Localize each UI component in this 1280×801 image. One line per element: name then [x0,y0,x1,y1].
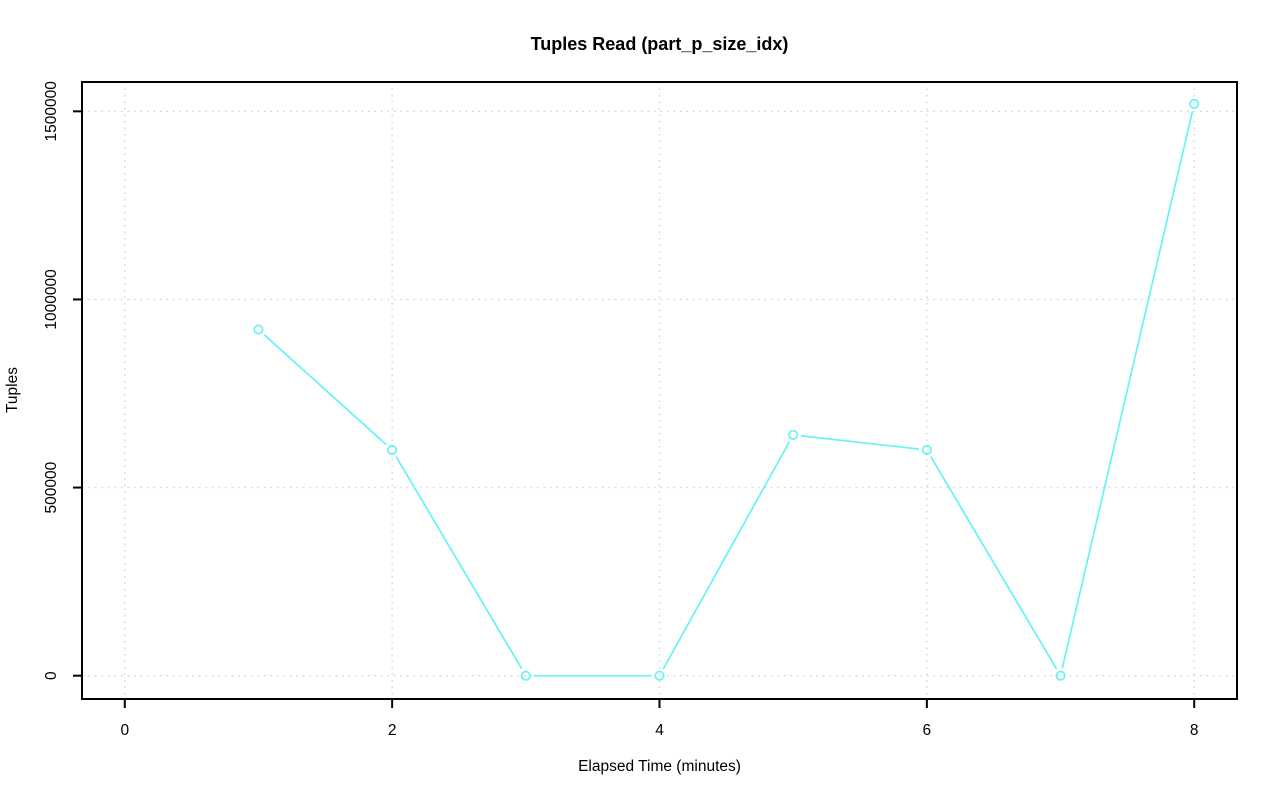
series-segment [662,441,790,670]
data-point [387,444,398,455]
data-point [1055,670,1066,681]
data-point [921,444,932,455]
data-point [788,429,799,440]
data-point [253,324,264,335]
x-axis-label: Elapsed Time (minutes) [578,758,741,775]
series-segment [263,334,387,446]
plot-box [81,81,1238,700]
series-segment [1061,111,1194,669]
chart-title: Tuples Read (part_p_size_idx) [530,34,789,54]
y-tick-label: 500000 [43,461,60,513]
y-tick-label: 1500000 [43,81,60,142]
series-segment [395,456,523,670]
x-tick-label: 6 [923,722,932,739]
data-point [1189,98,1200,109]
x-tick-label: 4 [655,722,664,739]
y-tick-label: 0 [43,671,60,680]
data-point [654,670,665,681]
data-point [520,670,531,681]
series-segment [800,434,920,450]
series-segment [930,456,1058,670]
x-tick-label: 2 [388,722,397,739]
x-tick-label: 8 [1190,722,1199,739]
y-tick-label: 1000000 [43,269,60,330]
x-tick-label: 0 [120,722,129,739]
